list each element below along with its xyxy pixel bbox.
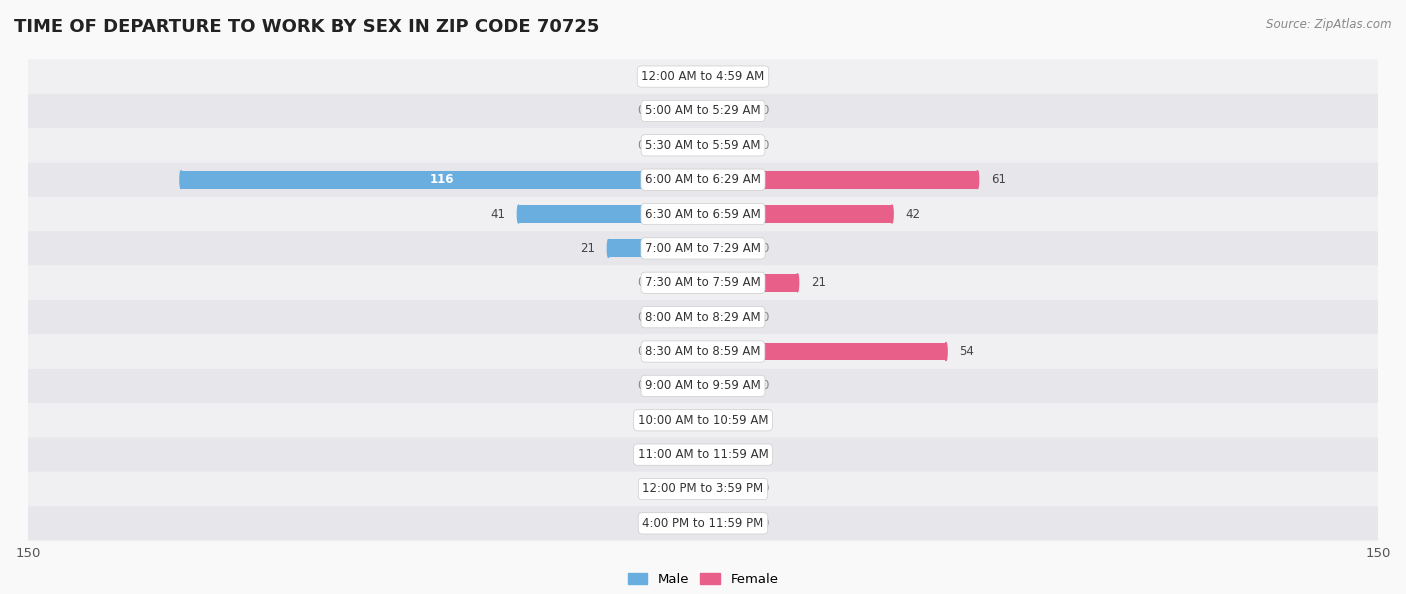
Text: 0: 0 [637, 345, 644, 358]
FancyBboxPatch shape [28, 437, 1378, 472]
Bar [703, 514, 748, 532]
Text: 0: 0 [637, 70, 644, 83]
Text: 12:00 AM to 4:59 AM: 12:00 AM to 4:59 AM [641, 70, 765, 83]
Text: 0: 0 [637, 139, 644, 152]
Bar [609, 239, 703, 257]
Text: 0: 0 [637, 276, 644, 289]
Text: 12:00 PM to 3:59 PM: 12:00 PM to 3:59 PM [643, 482, 763, 495]
FancyBboxPatch shape [28, 369, 1378, 403]
Text: 4:00 PM to 11:59 PM: 4:00 PM to 11:59 PM [643, 517, 763, 530]
Text: 42: 42 [905, 207, 921, 220]
FancyBboxPatch shape [28, 128, 1378, 163]
Text: 61: 61 [991, 173, 1005, 186]
Text: 0: 0 [762, 242, 769, 255]
Text: 0: 0 [762, 70, 769, 83]
Text: 11:00 AM to 11:59 AM: 11:00 AM to 11:59 AM [638, 448, 768, 461]
Circle shape [517, 205, 520, 223]
Bar [703, 377, 748, 395]
Text: 0: 0 [762, 448, 769, 461]
Text: 0: 0 [762, 517, 769, 530]
Text: 0: 0 [637, 482, 644, 495]
Text: 0: 0 [637, 448, 644, 461]
Text: 6:00 AM to 6:29 AM: 6:00 AM to 6:29 AM [645, 173, 761, 186]
Bar [519, 205, 703, 223]
Text: 0: 0 [762, 380, 769, 393]
FancyBboxPatch shape [28, 334, 1378, 369]
FancyBboxPatch shape [28, 197, 1378, 231]
Text: 21: 21 [581, 242, 595, 255]
Bar [703, 274, 797, 292]
Text: 0: 0 [762, 482, 769, 495]
Bar [658, 446, 703, 463]
Bar [703, 102, 748, 120]
FancyBboxPatch shape [28, 59, 1378, 94]
Bar [703, 205, 891, 223]
FancyBboxPatch shape [28, 94, 1378, 128]
Circle shape [607, 239, 610, 257]
Bar [658, 480, 703, 498]
Bar [703, 446, 748, 463]
Text: 54: 54 [959, 345, 974, 358]
Bar [658, 411, 703, 429]
Text: 6:30 AM to 6:59 AM: 6:30 AM to 6:59 AM [645, 207, 761, 220]
Text: 5:30 AM to 5:59 AM: 5:30 AM to 5:59 AM [645, 139, 761, 152]
Text: 0: 0 [637, 414, 644, 426]
Circle shape [180, 170, 183, 189]
FancyBboxPatch shape [28, 300, 1378, 334]
FancyBboxPatch shape [28, 231, 1378, 266]
Circle shape [796, 274, 799, 292]
Bar [658, 102, 703, 120]
Text: 5:00 AM to 5:29 AM: 5:00 AM to 5:29 AM [645, 105, 761, 118]
Text: 0: 0 [762, 414, 769, 426]
Legend: Male, Female: Male, Female [623, 568, 783, 592]
Bar [703, 343, 946, 361]
Circle shape [891, 205, 893, 223]
Bar [703, 308, 748, 326]
Text: 7:30 AM to 7:59 AM: 7:30 AM to 7:59 AM [645, 276, 761, 289]
Text: TIME OF DEPARTURE TO WORK BY SEX IN ZIP CODE 70725: TIME OF DEPARTURE TO WORK BY SEX IN ZIP … [14, 18, 599, 36]
Text: 0: 0 [637, 517, 644, 530]
Text: 0: 0 [637, 380, 644, 393]
Bar [658, 514, 703, 532]
FancyBboxPatch shape [28, 472, 1378, 506]
Text: 0: 0 [637, 311, 644, 324]
Bar [703, 170, 977, 189]
Text: 0: 0 [762, 139, 769, 152]
Text: 10:00 AM to 10:59 AM: 10:00 AM to 10:59 AM [638, 414, 768, 426]
Text: 116: 116 [430, 173, 454, 186]
FancyBboxPatch shape [28, 506, 1378, 541]
Bar [658, 68, 703, 86]
FancyBboxPatch shape [28, 266, 1378, 300]
Bar [658, 377, 703, 395]
Text: Source: ZipAtlas.com: Source: ZipAtlas.com [1267, 18, 1392, 31]
Text: 9:00 AM to 9:59 AM: 9:00 AM to 9:59 AM [645, 380, 761, 393]
Text: 7:00 AM to 7:29 AM: 7:00 AM to 7:29 AM [645, 242, 761, 255]
Text: 41: 41 [491, 207, 505, 220]
Bar [658, 343, 703, 361]
Circle shape [976, 170, 979, 189]
Circle shape [945, 343, 948, 361]
Bar [658, 137, 703, 154]
Bar [181, 170, 703, 189]
Text: 21: 21 [811, 276, 825, 289]
Bar [658, 308, 703, 326]
Text: 0: 0 [762, 311, 769, 324]
FancyBboxPatch shape [28, 163, 1378, 197]
Bar [658, 274, 703, 292]
Bar [703, 137, 748, 154]
FancyBboxPatch shape [28, 403, 1378, 437]
Bar [703, 239, 748, 257]
Bar [703, 68, 748, 86]
Text: 8:00 AM to 8:29 AM: 8:00 AM to 8:29 AM [645, 311, 761, 324]
Text: 0: 0 [762, 105, 769, 118]
Bar [703, 411, 748, 429]
Text: 8:30 AM to 8:59 AM: 8:30 AM to 8:59 AM [645, 345, 761, 358]
Text: 0: 0 [637, 105, 644, 118]
Bar [703, 480, 748, 498]
